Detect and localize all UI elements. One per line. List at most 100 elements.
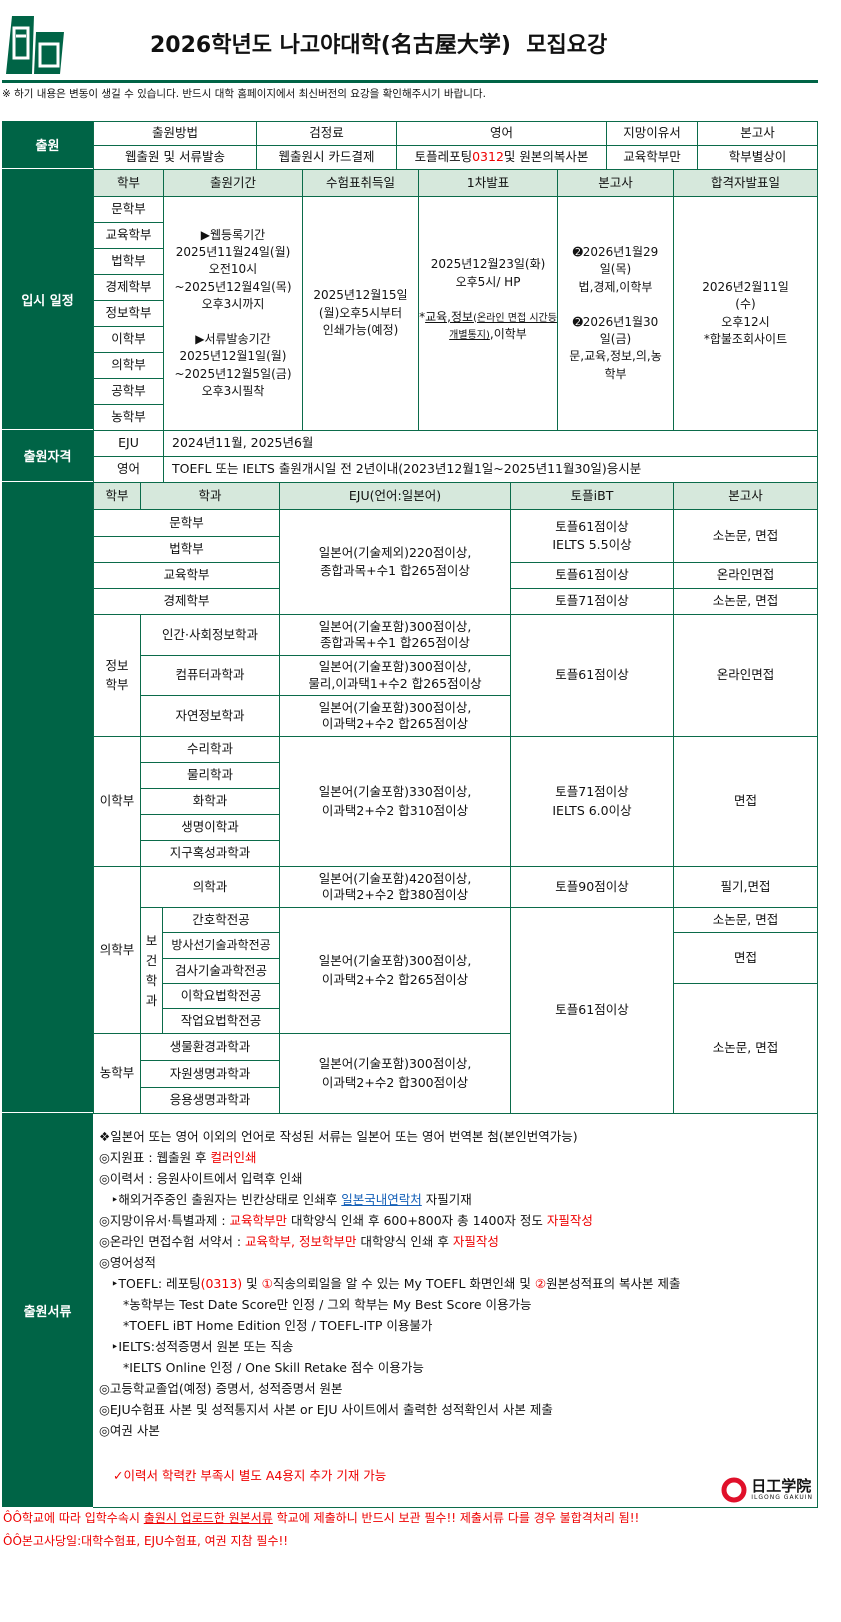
small-note: (온라인 면접 시간등 개별통지): [449, 312, 557, 342]
faculty-item: 공학부: [93, 378, 164, 405]
first-result-text: 2025년12월23일(화) 오후5시/ HP: [430, 257, 546, 289]
req-header-dept: 학과: [140, 482, 280, 510]
toefl-req: 토플61점이상: [510, 907, 674, 1114]
university-logo: [4, 12, 66, 78]
schedule-header-faculty: 학부: [93, 169, 164, 197]
section-label-qualification: 출원자격: [2, 430, 93, 482]
schedule-header-ticket: 수험표취득일: [302, 169, 419, 197]
section-label-apply: 출원: [2, 121, 93, 169]
text: ÔÔ학교에 따라 입학수속시: [3, 1511, 144, 1525]
circled-2: ②: [534, 1276, 547, 1291]
eju-req: 일본어(기술포함)300점이상, 종합과목+수1 합265점이상: [279, 614, 511, 656]
text: 대학양식 인쇄 후 600+800자 총 1400자 정도: [287, 1213, 547, 1228]
exam-req: 소논문, 면접: [673, 907, 818, 933]
text: 학교에 제출하니 반드시 보관 필수!! 제출서류 다를 경우 불합격처리 됨!…: [272, 1511, 640, 1525]
dept-literature: 문학부: [93, 509, 280, 537]
exam-date: ➋2026년1월29 일(목) 법,경제,이학부 ➋2026년1월30 일(금)…: [557, 196, 674, 431]
schedule-header-final: 합격자발표일: [673, 169, 818, 197]
faculty-item: 농학부: [93, 404, 164, 431]
doc-line: *농학부는 Test Date Score만 인정 / 그외 학부는 My Be…: [123, 1297, 532, 1312]
resume-note: ✓이력서 학력칸 부족시 별도 A4용지 추가 기재 가능: [113, 1468, 387, 1483]
doc-line: ◎지원표 : 웹출원 후 컬러인쇄: [99, 1147, 817, 1168]
text: ◎온라인 면접수험 서약서 :: [99, 1234, 246, 1249]
req-header-faculty: 학부: [93, 482, 141, 510]
dept-item: 화학과: [140, 788, 280, 815]
req-header-exam: 본고사: [673, 482, 818, 510]
exam-req: 면접: [673, 736, 818, 867]
doc-line: ◎이력서 : 응원사이트에서 입력후 인쇄: [99, 1171, 303, 1186]
doc-line: ‣TOEFL: 레포팅(0313) 및 ①직송의뢰일을 알 수 있는 My TO…: [99, 1273, 817, 1294]
doc-line: ‣해외거주중인 출원자는 빈칸상태로 인쇄후 일본국내연락처 자필기재: [99, 1189, 817, 1210]
toefl-req-lit-law: 토플61점이상 IELTS 5.5이상: [510, 509, 674, 563]
exam-lit-law: 소논문, 면접: [673, 509, 818, 563]
faculty-medicine: 의학부: [93, 866, 141, 1034]
text: 자필기재: [421, 1192, 472, 1207]
apply-value-exam: 학부별상이: [697, 145, 818, 170]
doc-line: ◎고등학교졸업(예정) 증명서, 성적증명서 원본: [99, 1381, 343, 1396]
dept-item: 생명이학과: [140, 814, 280, 841]
japan-contact-link[interactable]: 일본국내연락처: [341, 1192, 422, 1207]
text: 대학양식 인쇄 후: [356, 1234, 453, 1249]
dept-item: 생물환경과학과: [140, 1033, 280, 1061]
section-label-schedule: 입시 일정: [2, 169, 93, 430]
faculty-science: 이학부: [93, 736, 141, 867]
apply-header-method: 출원방법: [93, 121, 257, 146]
english-text: 토플레포팅: [414, 149, 473, 165]
highlight: 컬러인쇄: [210, 1150, 257, 1165]
ilgong-ring-icon: [721, 1477, 747, 1503]
apply-header-fee: 검정료: [256, 121, 397, 146]
asterisk: *: [419, 309, 426, 324]
text: 원본성적표의 복사본 제출: [546, 1276, 681, 1291]
first-result-note: *교육,정보(온라인 면접 시간등 개별통지),이학부: [419, 309, 557, 344]
ilgong-logo: 日工学院 ILGONG GAKUIN: [721, 1477, 813, 1503]
circled-1: ①: [261, 1276, 273, 1291]
doc-line: ◎EJU수험표 사본 및 성적통지서 사본 or EJU 사이트에서 출력한 성…: [99, 1402, 553, 1417]
doc-line: ◎온라인 면접수험 서약서 : 교육학부, 정보학부만 대학양식 인쇄 후 자필…: [99, 1231, 817, 1252]
exam-req: 필기,면접: [673, 866, 818, 908]
dept-item: 자원생명과학과: [140, 1060, 280, 1088]
highlight: (0313): [200, 1276, 243, 1291]
exam-req: 면접: [673, 932, 818, 984]
logo-name: 日工学院: [751, 1477, 812, 1495]
footer-note-2: ÔÔ본고사당일:대학수험표, EJU수험표, 여권 지참 필수!!: [3, 1534, 289, 1548]
application-period: ▶웹등록기간 2025년11월24일(월) 오전10시 ~2025년12월4일(…: [163, 196, 303, 431]
ticket-date: 2025년12월15일 (월)오후5시부터 인쇄가능(예정): [302, 196, 419, 431]
dept-item: 이학요법학전공: [162, 983, 280, 1009]
eju-req: 일본어(기술포함)330점이상, 이과택2+수2 합310점이상: [279, 736, 511, 867]
faculty-item: 경제학부: [93, 274, 164, 301]
exam-education: 온라인면접: [673, 562, 818, 589]
documents-list: ❖일본어 또는 영어 이외의 언어로 작성된 서류는 일본어 또는 영어 번역본…: [93, 1113, 818, 1508]
toefl-req: 토플61점이상: [510, 614, 674, 737]
req-header-eju: EJU(언어:일본어): [279, 482, 511, 510]
text: ‣TOEFL: 레포팅: [111, 1276, 201, 1291]
schedule-header-first-result: 1차발표: [418, 169, 558, 197]
toefl-req-education: 토플61점이상: [510, 562, 674, 589]
dept-item: 작업요법학전공: [162, 1008, 280, 1034]
underlined: 출원시 업로드한 원본서류: [143, 1511, 273, 1525]
note-tail: ,이학부: [489, 327, 527, 342]
english-value: TOEFL 또는 IELTS 출원개시일 전 2년이내(2023년12월1일~2…: [163, 456, 818, 483]
title-divider: [2, 80, 818, 83]
faculty-item: 법학부: [93, 248, 164, 275]
doc-line: ◎여권 사본: [99, 1423, 160, 1438]
underlined-faculties: 교육,정보: [425, 309, 474, 324]
highlight: 교육학부, 정보학부만: [245, 1234, 357, 1249]
faculty-item: 정보학부: [93, 300, 164, 327]
dept-economics: 경제학부: [93, 588, 280, 615]
apply-value-essay: 교육학부만: [606, 145, 698, 170]
apply-value-method: 웹출원 및 서류발송: [93, 145, 257, 170]
apply-header-english: 영어: [396, 121, 607, 146]
dept-item: 컴퓨터과학과: [140, 655, 280, 696]
eju-label: EJU: [93, 430, 164, 457]
faculty-agriculture: 농학부: [93, 1033, 141, 1114]
page-title: 2026학년도 나고야대학(名古屋大学) 모집요강: [150, 33, 608, 58]
eju-req: 일본어(기술포함)300점이상, 이과택2+수2 합265점이상: [279, 695, 511, 737]
highlight: 자필작성: [452, 1234, 499, 1249]
dept-law: 법학부: [93, 536, 280, 563]
english-label: 영어: [93, 456, 164, 483]
schedule-header-period: 출원기간: [163, 169, 303, 197]
dept-item: 응용생명과학과: [140, 1087, 280, 1114]
dept-item: 물리학과: [140, 762, 280, 789]
text: ◎지원표 : 웹출원 후: [99, 1150, 211, 1165]
faculty-informatics: 정보 학부: [93, 614, 141, 737]
